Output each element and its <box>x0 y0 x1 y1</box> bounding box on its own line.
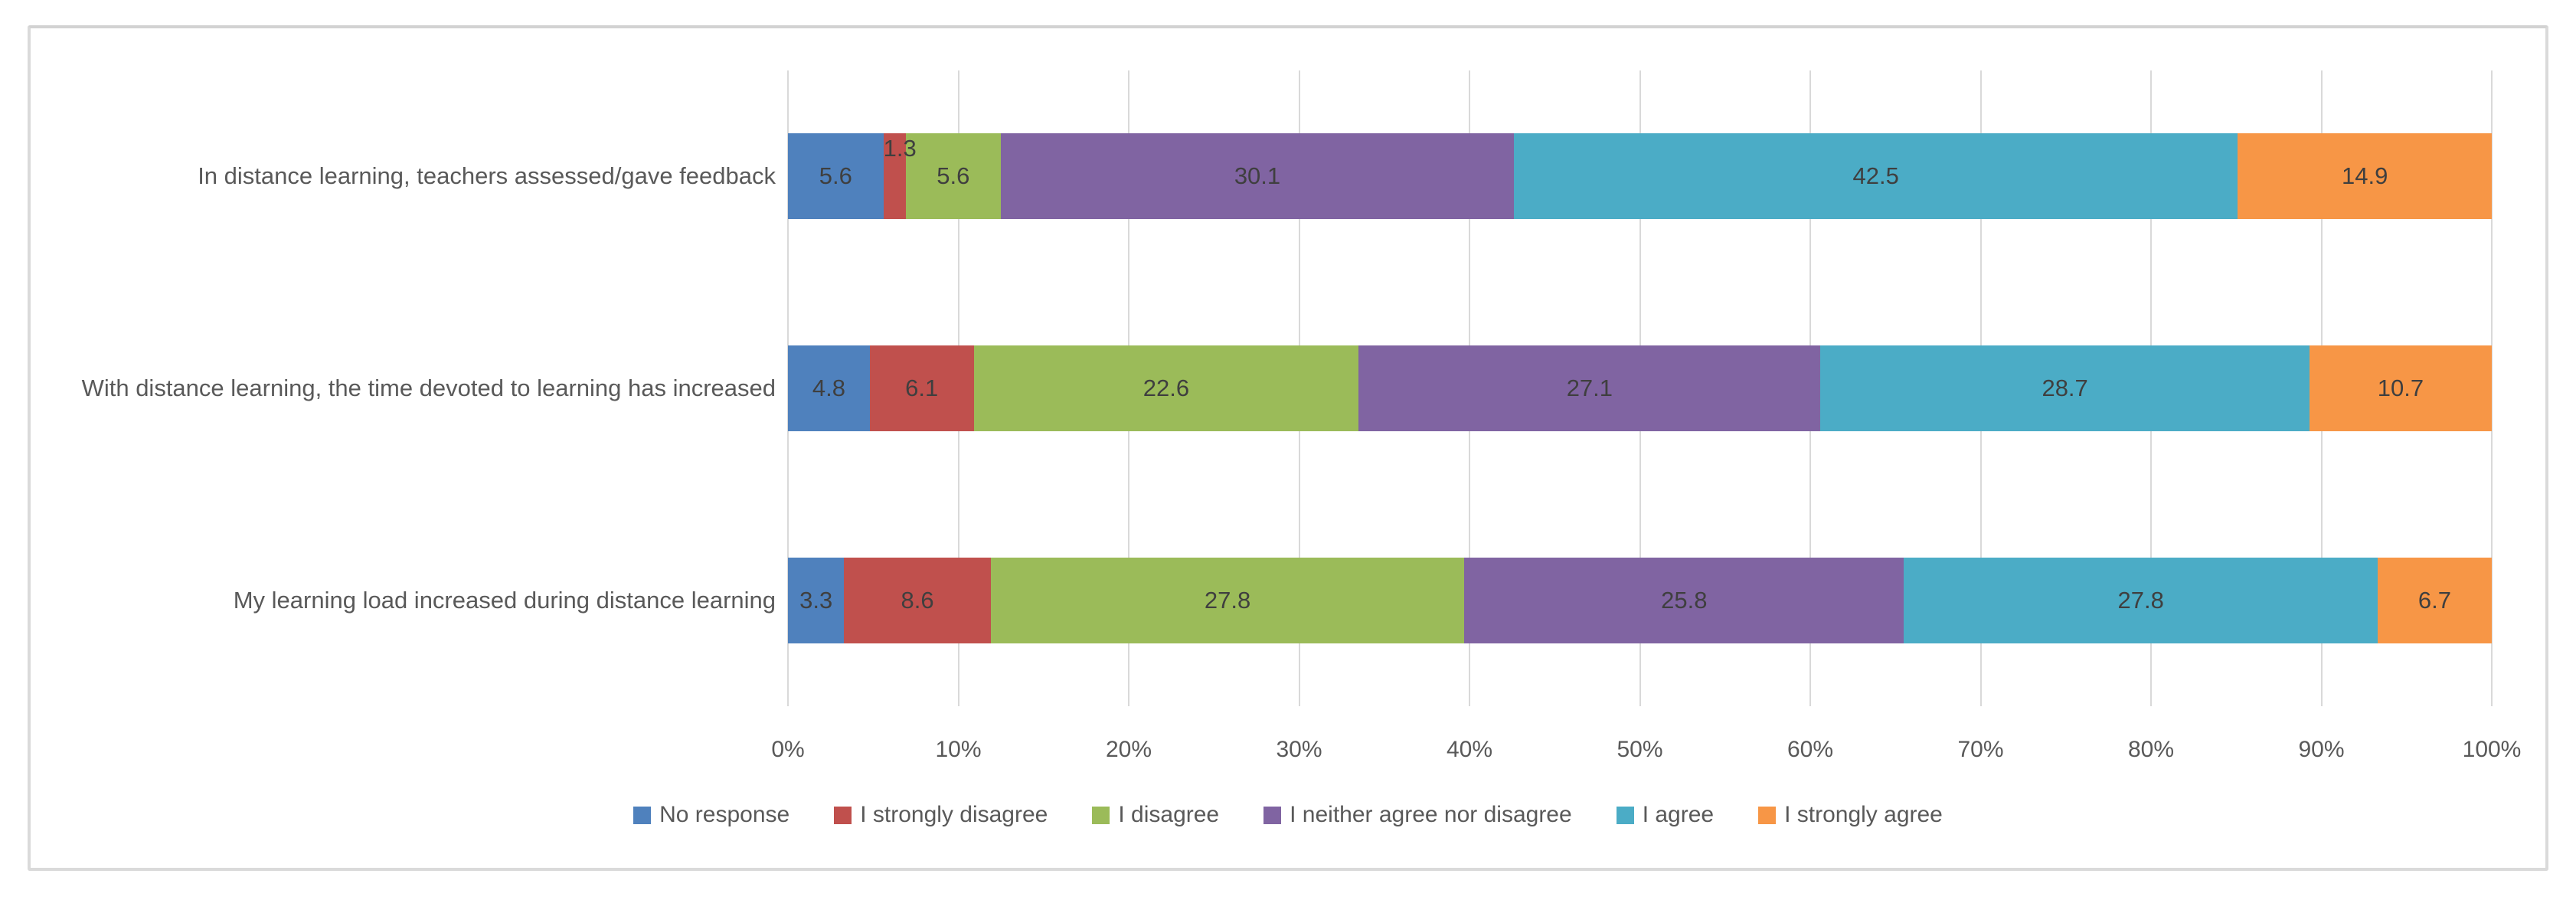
legend-item-i-disagree: I disagree <box>1092 802 1219 828</box>
legend-item-no-response: No response <box>633 802 789 828</box>
bar-row: With distance learning, the time devoted… <box>82 345 2492 431</box>
legend-label: No response <box>659 802 790 827</box>
data-label: 8.6 <box>901 586 934 614</box>
data-label: 27.8 <box>1204 586 1251 614</box>
data-label: 5.6 <box>937 162 970 190</box>
legend-swatch-icon <box>1263 806 1282 824</box>
bar-segment-no-response: 3.3 <box>788 557 845 643</box>
legend-item-i-agree: I agree <box>1616 802 1715 828</box>
bar-segment-i-neither-agree-nor-disagree: 25.8 <box>1464 557 1904 643</box>
legend-label: I neither agree nor disagree <box>1290 802 1572 827</box>
x-tick-label: 80% <box>2127 737 2175 762</box>
bar-segment-no-response: 4.8 <box>788 345 870 431</box>
data-label: 27.1 <box>1566 375 1613 401</box>
bar-segment-i-agree: 42.5 <box>1513 133 2238 220</box>
legend: No response I strongly disagree I disagree… <box>31 802 2545 828</box>
bar-segment-i-disagree: 5.6 <box>905 133 1002 220</box>
bar-segment-i-strongly-disagree: 8.6 <box>844 557 991 643</box>
x-tick-label: 50% <box>1617 737 1663 762</box>
category-label: In distance learning, teachers assessed/… <box>198 162 776 190</box>
chart-frame: In distance learning, teachers assessed/… <box>28 25 2548 871</box>
legend-swatch-icon <box>633 806 652 824</box>
category-label: With distance learning, the time devoted… <box>81 375 776 401</box>
data-label: 1.3 <box>883 135 917 162</box>
bar-segment-i-strongly-disagree: 6.1 <box>869 345 974 431</box>
legend-swatch-icon <box>1758 806 1777 824</box>
legend-item-i-strongly-agree: I strongly agree <box>1758 802 1943 828</box>
legend-item-i-neither-agree-nor-disagree: I neither agree nor disagree <box>1263 802 1572 828</box>
data-label: 4.8 <box>812 375 845 401</box>
gridline <box>2491 70 2493 706</box>
legend-label: I disagree <box>1118 802 1220 827</box>
data-label: 6.7 <box>2417 586 2451 614</box>
bar-segment-i-agree: 27.8 <box>1904 557 2378 643</box>
bar-segment-i-neither-agree-nor-disagree: 27.1 <box>1358 345 1821 431</box>
x-tick-label: 70% <box>1957 737 2004 762</box>
data-label: 25.8 <box>1661 586 1708 614</box>
bar-segment-i-neither-agree-nor-disagree: 30.1 <box>1001 133 1514 220</box>
bar-segment-i-strongly-agree: 6.7 <box>2377 557 2492 643</box>
bar-segment-no-response: 5.6 <box>788 133 884 220</box>
x-tick-label: 60% <box>1787 737 1834 762</box>
legend-item-i-strongly-disagree: I strongly disagree <box>834 802 1048 828</box>
data-label: 22.6 <box>1143 375 1190 401</box>
data-label: 6.1 <box>905 375 939 401</box>
bar-segment-i-disagree: 27.8 <box>990 557 1465 643</box>
data-label: 27.8 <box>2117 586 2164 614</box>
x-axis: 0% 10% 20% 30% 40% 50% 60% 70% 80% 90% 100% <box>771 722 2521 762</box>
data-label: 30.1 <box>1234 162 1281 190</box>
bar-segment-i-agree: 28.7 <box>1820 345 2310 431</box>
data-label: 10.7 <box>2377 375 2424 401</box>
legend-label: I agree <box>1642 802 1715 827</box>
legend-label: I strongly disagree <box>860 802 1048 827</box>
x-tick-label: 20% <box>1105 737 1152 762</box>
bar-row: My learning load increased during distan… <box>234 557 2492 643</box>
legend-swatch-icon <box>1092 806 1110 824</box>
legend-swatch-icon <box>834 806 852 824</box>
legend-label: I strongly agree <box>1784 802 1943 827</box>
plot-area: In distance learning, teachers assessed/… <box>82 70 2493 706</box>
bar-segment-i-strongly-agree: 14.9 <box>2238 133 2492 220</box>
x-tick-label: 0% <box>771 737 805 762</box>
bar-segment-i-disagree: 22.6 <box>973 345 1359 431</box>
data-label: 5.6 <box>819 162 852 190</box>
legend-swatch-icon <box>1616 806 1634 824</box>
data-label: 14.9 <box>2342 162 2388 190</box>
bar-segment-i-strongly-agree: 10.7 <box>2309 345 2492 431</box>
x-tick-label: 10% <box>935 737 982 762</box>
data-label: 42.5 <box>1852 162 1899 190</box>
data-label: 3.3 <box>799 586 833 614</box>
bar-segment-i-strongly-disagree: 1.3 <box>883 133 917 220</box>
x-tick-label: 40% <box>1446 737 1493 762</box>
bar-row: In distance learning, teachers assessed/… <box>198 133 2492 220</box>
x-tick-label: 100% <box>2462 737 2522 762</box>
x-tick-label: 90% <box>2298 737 2345 762</box>
data-label: 28.7 <box>2042 375 2088 401</box>
category-label: My learning load increased during distan… <box>233 586 776 614</box>
x-tick-label: 30% <box>1276 737 1322 762</box>
